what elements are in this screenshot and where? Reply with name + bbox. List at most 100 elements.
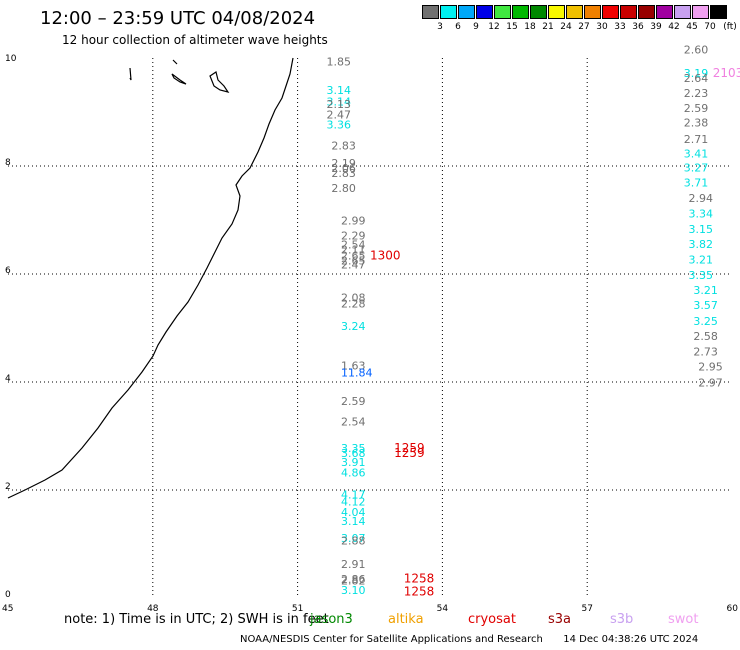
x-tick-label: 51 bbox=[292, 604, 303, 614]
legend-value: 27 bbox=[578, 22, 590, 32]
legend-value: 21 bbox=[542, 22, 554, 32]
satellite-jason3: jason3 bbox=[310, 612, 353, 627]
wave-height-value: 2.65 bbox=[341, 254, 366, 267]
wave-height-value: 2.47 bbox=[327, 108, 352, 121]
legend-swatch bbox=[710, 5, 727, 19]
wave-height-value: 2.83 bbox=[331, 139, 356, 152]
legend-swatch bbox=[638, 5, 655, 19]
wave-height-value: 2.23 bbox=[684, 87, 709, 100]
wave-height-value: 3.14 bbox=[327, 84, 352, 97]
wave-height-value: 2.47 bbox=[341, 259, 366, 272]
wave-height-value: 2.11 bbox=[341, 243, 366, 256]
wave-height-value: 3.82 bbox=[689, 238, 714, 251]
wave-height-value: 3.24 bbox=[341, 320, 366, 333]
legend-swatch bbox=[440, 5, 457, 19]
wave-height-value: 2.73 bbox=[693, 346, 718, 359]
x-tick-label: 60 bbox=[727, 604, 739, 614]
wave-height-value: 2.64 bbox=[684, 72, 709, 85]
wave-height-value: 2.94 bbox=[689, 192, 714, 205]
wave-height-value: 3.10 bbox=[341, 584, 366, 597]
legend-value: 12 bbox=[488, 22, 500, 32]
wave-height-value: 2.60 bbox=[684, 44, 709, 57]
wave-height-value: 2.54 bbox=[341, 416, 366, 429]
legend-swatch bbox=[458, 5, 475, 19]
wave-height-value: 3.07 bbox=[341, 532, 366, 545]
wave-height-value: 4.17 bbox=[341, 489, 366, 502]
wave-height-value: 2.59 bbox=[684, 102, 709, 115]
legend-value: 24 bbox=[560, 22, 572, 32]
legend-swatch bbox=[530, 5, 547, 19]
legend-swatch bbox=[548, 5, 565, 19]
wave-height-value: 3.21 bbox=[693, 284, 718, 297]
axis-tick-labels: 45 48 51 54 57 60 0 2 4 6 8 10 bbox=[2, 54, 738, 614]
island bbox=[129, 59, 230, 93]
wave-height-value: 4.04 bbox=[341, 506, 366, 519]
wave-height-value: 2.59 bbox=[341, 395, 366, 408]
wave-height-value: 3.15 bbox=[689, 223, 714, 236]
wave-height-value: 3.27 bbox=[684, 161, 709, 174]
wave-height-value: 3.14 bbox=[341, 515, 366, 528]
legend-swatch bbox=[656, 5, 673, 19]
legend-value: 30 bbox=[596, 22, 608, 32]
legend-unit: (ft) bbox=[723, 22, 737, 32]
legend-swatch bbox=[476, 5, 493, 19]
wave-height-value: 2.95 bbox=[698, 361, 723, 374]
observation-time-label: 1258 bbox=[404, 571, 435, 585]
wave-height-value: 3.57 bbox=[693, 299, 718, 312]
wave-height-value: 2.86 bbox=[341, 573, 366, 586]
legend-swatch bbox=[494, 5, 511, 19]
legend-value: 9 bbox=[473, 22, 479, 32]
note-text: note: 1) Time is in UTC; 2) SWH is in fe… bbox=[64, 612, 329, 627]
wave-height-value: 2.29 bbox=[341, 229, 366, 242]
wave-height-value: 2.38 bbox=[684, 117, 709, 130]
observation-time-label: 1258 bbox=[404, 584, 435, 598]
y-tick-label: 0 bbox=[5, 590, 11, 600]
wave-height-value: 2.13 bbox=[327, 98, 352, 111]
wave-height-value: 4.86 bbox=[341, 467, 366, 480]
legend-value: 39 bbox=[650, 22, 662, 32]
wave-height-value: 1.63 bbox=[341, 360, 366, 373]
observation-time-label: 1300 bbox=[370, 248, 401, 262]
wave-height-value: 2.19 bbox=[331, 157, 356, 170]
wave-height-value: 2.83 bbox=[331, 167, 356, 180]
satellite-altika: altika bbox=[388, 612, 424, 627]
footer-agency: NOAA/NESDIS Center for Satellite Applica… bbox=[240, 634, 543, 645]
coastline bbox=[7, 57, 294, 499]
wave-height-value: 2.54 bbox=[341, 239, 366, 252]
legend-value: 42 bbox=[668, 22, 680, 32]
legend-swatch bbox=[692, 5, 709, 19]
legend-value: 45 bbox=[686, 22, 698, 32]
wave-height-value: 2.99 bbox=[341, 214, 366, 227]
satellite-cryosat: cryosat bbox=[468, 612, 516, 627]
observation-time-label: 2103 bbox=[713, 66, 740, 80]
wave-height-value: 3.35 bbox=[689, 269, 714, 282]
wave-height-value: 2.91 bbox=[341, 558, 366, 571]
wave-height-value: 3.91 bbox=[341, 456, 366, 469]
legend-swatch bbox=[674, 5, 691, 19]
footer-timestamp: 14 Dec 04:38:26 UTC 2024 bbox=[563, 634, 699, 645]
legend-swatch bbox=[422, 5, 439, 19]
page-title: 12:00 – 23:59 UTC 04/08/2024 bbox=[40, 8, 316, 29]
wave-height-value: 2.88 bbox=[341, 535, 366, 548]
wave-height-value: 2.08 bbox=[341, 292, 366, 305]
x-tick-label: 48 bbox=[147, 604, 159, 614]
y-tick-label: 4 bbox=[5, 374, 11, 384]
wave-height-value: 3.71 bbox=[684, 177, 709, 190]
x-tick-label: 57 bbox=[581, 604, 592, 614]
wave-height-value: 11.84 bbox=[341, 367, 373, 380]
legend-value: 15 bbox=[506, 22, 518, 32]
satellite-s3a: s3a bbox=[548, 612, 572, 627]
footer: NOAA/NESDIS Center for Satellite Applica… bbox=[240, 634, 698, 645]
legend-value: 36 bbox=[632, 22, 644, 32]
wave-height-value: 1.85 bbox=[327, 56, 352, 69]
legend-value: 70 bbox=[704, 22, 716, 32]
y-tick-label: 2 bbox=[5, 482, 11, 492]
y-tick-label: 10 bbox=[5, 54, 17, 64]
wave-height-value: 3.35 bbox=[341, 442, 366, 455]
wave-height-value: 4.12 bbox=[341, 496, 366, 509]
x-tick-label: 54 bbox=[437, 604, 449, 614]
wave-height-value: 3.68 bbox=[341, 447, 366, 460]
legend-value: 6 bbox=[455, 22, 461, 32]
wave-height-value: 3.21 bbox=[689, 254, 714, 267]
wave-height-value: 3.25 bbox=[693, 315, 718, 328]
